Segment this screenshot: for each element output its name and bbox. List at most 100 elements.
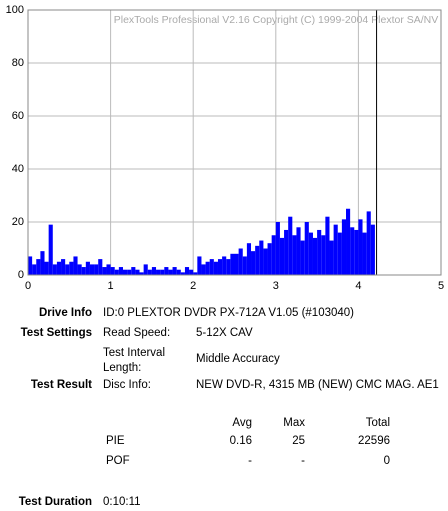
bar [160, 269, 165, 275]
bar [354, 229, 359, 275]
bar [321, 235, 326, 275]
bar [143, 264, 148, 275]
bar [184, 267, 190, 275]
label: Disc Info: [103, 379, 151, 391]
bar [337, 232, 342, 275]
bar [370, 224, 375, 275]
bar [333, 224, 338, 275]
bar [114, 269, 119, 275]
bar [127, 269, 132, 275]
row-label: POF [106, 455, 130, 467]
table-cell: 25 [292, 435, 305, 447]
bar [69, 261, 74, 275]
y-tick-label: 20 [12, 216, 24, 228]
x-tick-label: 3 [273, 280, 279, 292]
bar [139, 272, 144, 275]
bar [197, 256, 202, 275]
bar [32, 264, 37, 275]
bar [312, 237, 318, 275]
bar [36, 259, 41, 275]
label: Test Interval Length: [103, 347, 165, 374]
bar [329, 240, 334, 275]
bar [40, 251, 45, 275]
table-cell: 0 [383, 455, 390, 467]
bar [52, 264, 57, 275]
bar [189, 269, 194, 275]
table-cell: 0.16 [229, 435, 252, 447]
table-cell: - [248, 455, 252, 467]
bar [246, 243, 252, 275]
y-tick-label: 0 [18, 269, 24, 281]
bar [271, 235, 276, 275]
plot-area [27, 9, 442, 276]
table-cell: 22596 [358, 435, 390, 447]
bar [73, 256, 78, 275]
bar [292, 235, 297, 275]
label: Test Settings [20, 327, 92, 339]
bar [85, 261, 90, 275]
bar [263, 248, 268, 275]
bar [135, 269, 140, 275]
bar [226, 259, 231, 275]
bar [147, 269, 152, 275]
bar [217, 259, 223, 275]
x-tick-label: 0 [25, 280, 31, 292]
bar [366, 211, 371, 275]
table-header: Total [365, 417, 390, 429]
bar [56, 261, 62, 275]
bar [279, 237, 285, 275]
bar [238, 248, 243, 275]
bar [205, 261, 210, 275]
bar [151, 267, 157, 275]
value: 0:10:11 [103, 496, 141, 508]
value: 5-12X CAV [196, 327, 253, 339]
bar [176, 269, 181, 275]
bar [242, 256, 247, 275]
bar [81, 267, 86, 275]
bar [317, 229, 322, 275]
bar [118, 267, 123, 275]
y-tick-label: 60 [12, 110, 24, 122]
bar [275, 222, 280, 275]
bar [350, 227, 355, 275]
y-tick-label: 40 [12, 163, 24, 175]
bar [213, 261, 218, 275]
bar [288, 216, 293, 275]
table-header: Avg [232, 417, 252, 429]
value: NEW DVD-R, 4315 MB (NEW) CMC MAG. AE1 [196, 379, 439, 391]
bar [65, 264, 70, 275]
label: Test Result [30, 379, 92, 391]
bar [89, 264, 95, 275]
bar [259, 240, 264, 275]
bar [255, 245, 260, 275]
bar [325, 216, 330, 275]
bar [222, 256, 227, 275]
value: ID:0 PLEXTOR DVDR PX-712A V1.05 (#103040… [103, 307, 355, 319]
bar [304, 222, 309, 275]
bar [300, 240, 305, 275]
y-tick-label: 100 [6, 4, 24, 16]
bar [48, 224, 53, 275]
x-tick-label: 4 [355, 280, 361, 292]
bar [77, 264, 82, 275]
x-tick-label: 2 [190, 280, 196, 292]
label: Read Speed: [103, 327, 171, 339]
x-tick-label: 1 [108, 280, 114, 292]
bar [251, 251, 256, 275]
bar [308, 232, 313, 275]
table-cell: - [301, 455, 305, 467]
bar [230, 253, 235, 275]
bar [156, 269, 161, 275]
bar [180, 272, 185, 275]
chart: PlexTools Professional V2.16 Copyright (… [6, 4, 444, 292]
bar [284, 229, 289, 275]
bar [94, 264, 99, 275]
bar [106, 264, 111, 275]
bar [193, 272, 198, 275]
bar [110, 267, 115, 275]
bar [346, 208, 351, 275]
bar [61, 259, 66, 275]
